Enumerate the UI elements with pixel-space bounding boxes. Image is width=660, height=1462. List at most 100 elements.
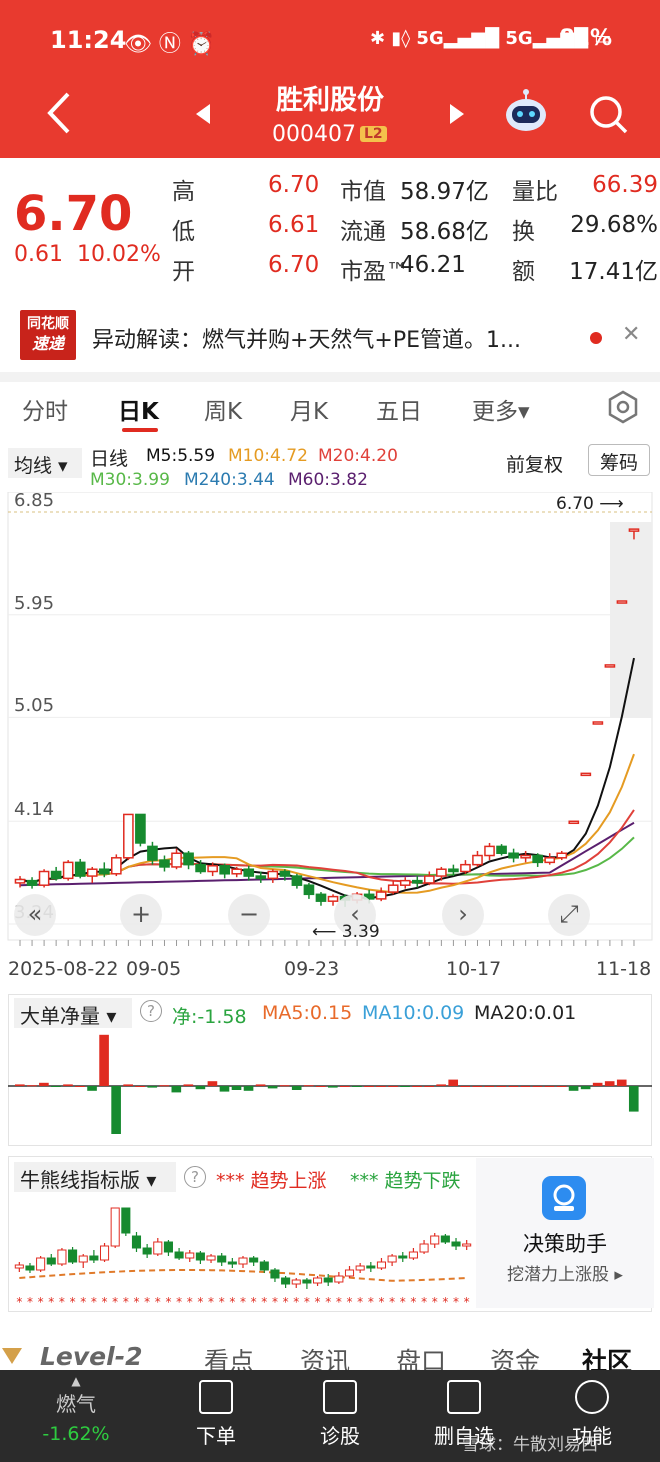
ma-select[interactable]: 均线 ▾ <box>8 448 82 478</box>
trend-star: * <box>27 1295 33 1308</box>
price-change: 0.61 10.02% <box>14 242 161 267</box>
battery-level: 81% <box>559 26 612 51</box>
order-bar <box>592 1082 603 1086</box>
order-bar <box>243 1086 254 1091</box>
x-tick-label: 2025-08-22 <box>8 958 119 980</box>
candle <box>86 868 98 877</box>
trend-star: * <box>368 1295 374 1308</box>
order-bar <box>412 1086 422 1087</box>
order-bar <box>111 1086 121 1134</box>
robot-assistant-icon[interactable] <box>502 88 550 136</box>
bb-candle <box>259 1261 269 1271</box>
candle <box>111 857 122 875</box>
trend-star: * <box>91 1295 97 1308</box>
order-bar <box>352 1086 362 1087</box>
candle <box>436 868 447 877</box>
tab-4[interactable]: 五日 <box>376 399 422 425</box>
tab-1[interactable]: 日K <box>118 399 159 425</box>
scroll-left-icon[interactable]: « <box>14 894 56 936</box>
bottom-item-3[interactable]: 功能 <box>552 1380 632 1449</box>
trend-star: * <box>176 1295 182 1308</box>
bb-candle <box>291 1279 301 1285</box>
trend-star: * <box>102 1295 108 1308</box>
order-bar <box>135 1086 146 1087</box>
order-bar <box>340 1086 350 1087</box>
candle <box>279 870 291 877</box>
adjust-mode[interactable]: 前复权 <box>506 454 564 476</box>
bb-candle <box>249 1257 259 1263</box>
zoom-in-icon[interactable]: + <box>120 894 162 936</box>
tab-5[interactable]: 更多▾ <box>472 399 530 425</box>
prev-icon[interactable]: ‹ <box>334 894 376 936</box>
order-bar <box>183 1084 194 1086</box>
y-tick-label: 5.95 <box>14 592 55 614</box>
order-bar <box>544 1086 555 1087</box>
order-bar <box>39 1082 49 1086</box>
trend-star: * <box>304 1295 310 1308</box>
section-divider <box>0 372 660 382</box>
next-stock-icon[interactable] <box>446 102 468 126</box>
chips-button[interactable]: 筹码 <box>588 444 650 476</box>
bb-candle <box>142 1247 152 1255</box>
next-icon[interactable]: › <box>442 894 484 936</box>
news-headline[interactable]: 异动解读：燃气并购+天然气+PE管道。1... <box>92 328 522 353</box>
x-tick-label: 09-23 <box>284 958 340 980</box>
quote-label: 量比 <box>512 179 558 205</box>
candle <box>424 875 435 884</box>
bb-candle <box>185 1252 195 1259</box>
candlestick-chart[interactable] <box>0 492 660 952</box>
search-icon[interactable] <box>586 92 630 136</box>
bb-candle <box>68 1249 78 1263</box>
bb-candle <box>195 1252 205 1261</box>
order-bar <box>291 1086 302 1090</box>
order-bar <box>255 1084 266 1086</box>
level2-tab-0[interactable]: Level-2 <box>40 1342 143 1371</box>
big-order-panel <box>8 994 652 1146</box>
candle <box>616 600 628 604</box>
candle <box>183 852 194 866</box>
bb-candle <box>270 1269 280 1279</box>
help-icon[interactable]: ? <box>140 1000 162 1022</box>
fullscreen-icon[interactable]: ⤢ <box>548 894 590 936</box>
tab-2[interactable]: 周K <box>204 399 243 425</box>
bottom-item-0[interactable]: 下单 <box>176 1380 256 1449</box>
tab-0[interactable]: 分时 <box>22 399 68 425</box>
candle <box>387 884 399 893</box>
zoom-out-icon[interactable]: − <box>228 894 270 936</box>
big-order-select[interactable]: 大单净量 ▾ <box>14 998 132 1028</box>
sector-chip[interactable]: ▲ 燃气 -1.62% <box>42 1374 110 1445</box>
order-bar <box>448 1079 459 1086</box>
bull-bear-chart: * * * * * * * * * * * * * * * * * * * * * * * * * * * * * * * * * * * * * * * *… <box>14 1207 472 1308</box>
bottom-item-1[interactable]: 诊股 <box>300 1380 380 1449</box>
order-bar <box>195 1086 206 1090</box>
shade-block <box>610 522 652 718</box>
bb-candle <box>313 1277 323 1284</box>
candle <box>592 721 604 725</box>
bottom-item-label: 删自选 <box>434 1424 494 1448</box>
trend-star: * <box>197 1295 203 1308</box>
bottom-item-2[interactable]: 删自选 <box>424 1380 504 1449</box>
back-arrow-icon[interactable] <box>40 88 80 138</box>
bottom-toolbar <box>0 1370 660 1462</box>
candle <box>74 861 86 877</box>
decision-title: 决策助手 <box>523 1232 607 1256</box>
candle <box>556 852 568 859</box>
close-icon[interactable]: ✕ <box>622 322 641 347</box>
decision-assistant-card[interactable]: 决策助手 挖潜力上涨股 ▸ <box>476 1158 654 1308</box>
tab-3[interactable]: 月K <box>290 399 329 425</box>
candle <box>123 813 134 859</box>
candle <box>399 879 411 886</box>
prev-stock-icon[interactable] <box>192 102 214 126</box>
bull-bear-select[interactable]: 牛熊线指标版 ▾ <box>14 1162 176 1192</box>
candle <box>544 857 556 864</box>
candle <box>98 868 110 875</box>
order-bar <box>400 1086 410 1087</box>
bb-candle <box>110 1207 120 1247</box>
trend-star: * <box>80 1295 86 1308</box>
order-bar <box>604 1081 615 1086</box>
help-icon-2[interactable]: ? <box>184 1166 206 1188</box>
settings-hex-icon[interactable] <box>606 390 640 424</box>
candle <box>604 664 616 668</box>
bb-candle <box>131 1235 142 1249</box>
order-icon <box>199 1380 233 1414</box>
